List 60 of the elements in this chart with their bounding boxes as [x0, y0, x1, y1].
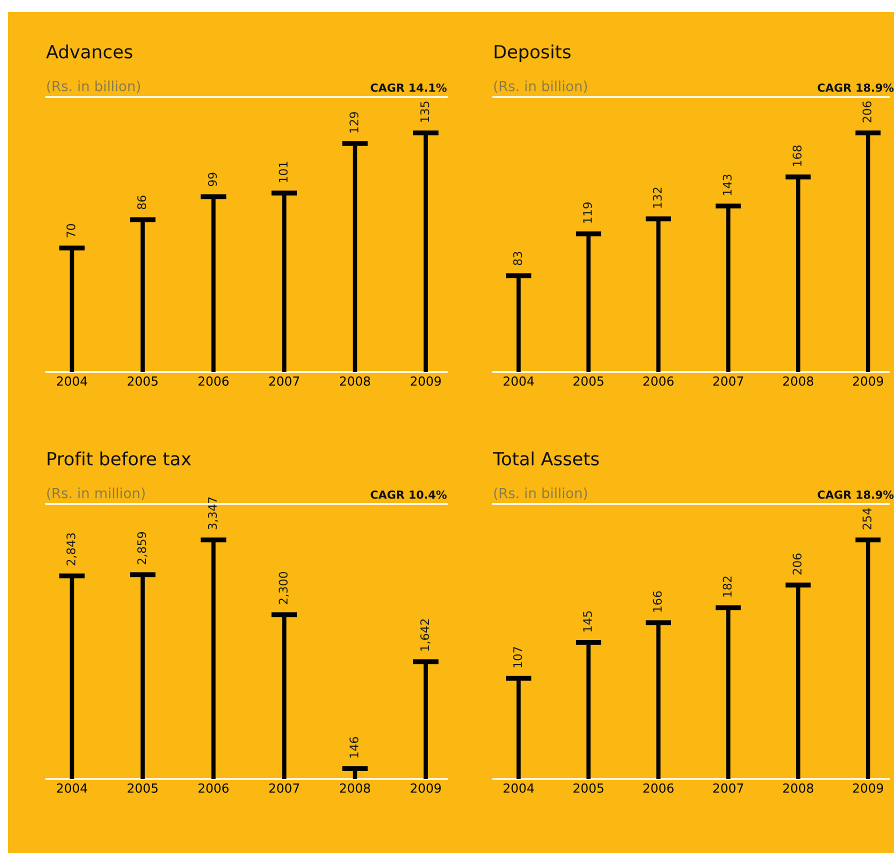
x-tick-label: 2006	[198, 376, 229, 386]
x-tick-label: 2007	[713, 376, 744, 386]
data-label: 135	[420, 102, 430, 122]
data-label: 129	[350, 112, 358, 132]
x-tick-label: 2007	[269, 376, 300, 386]
x-tick-label: 2009	[410, 783, 441, 793]
data-label: 2,859	[137, 532, 148, 564]
chart-title: Total Assets	[492, 452, 599, 466]
data-label: 86	[137, 196, 146, 210]
data-label: 145	[583, 611, 592, 632]
data-label: 146	[350, 737, 358, 758]
data-label: 254	[862, 508, 872, 530]
data-label: 166	[652, 591, 662, 612]
chart-title: Deposits	[494, 44, 571, 62]
data-label: 119	[583, 202, 592, 223]
x-tick-label: 2005	[574, 376, 604, 386]
x-tick-label: 2004	[504, 376, 534, 386]
data-label: 143	[722, 174, 732, 195]
data-label: 83	[513, 252, 522, 266]
x-tick-label: 2004	[504, 783, 534, 793]
data-label: 3,347	[208, 497, 218, 530]
text: CAGR 14.1%	[370, 83, 447, 92]
data-label: 2,300	[278, 572, 289, 604]
chart-title: Advances	[46, 44, 132, 58]
data-label: 2,843	[66, 533, 77, 566]
x-tick-label: 2009	[410, 376, 441, 386]
x-tick-label: 2008	[783, 783, 814, 793]
x-tick-label: 2007	[713, 783, 744, 793]
chart-subtitle: (Rs. in million)	[47, 488, 145, 500]
text: CAGR 18.9%	[818, 83, 894, 92]
data-label: 99	[208, 172, 217, 186]
chart-subtitle: (Rs. in billion)	[494, 488, 587, 500]
data-label: 107	[513, 647, 522, 668]
x-tick-label: 2009	[853, 783, 884, 793]
x-tick-label: 2006	[643, 376, 674, 386]
x-tick-label: 2006	[198, 783, 229, 793]
text: CAGR 10.4%	[370, 490, 447, 499]
x-tick-label: 2007	[269, 783, 300, 793]
x-tick-label: 2009	[853, 376, 884, 386]
data-label: 182	[722, 576, 732, 597]
chart-title: Profit before tax	[48, 452, 191, 466]
data-label: 168	[792, 146, 802, 166]
x-tick-label: 2008	[340, 376, 370, 386]
data-label: 206	[862, 101, 872, 122]
x-tick-label: 2005	[574, 783, 604, 793]
x-tick-label: 2008	[783, 376, 814, 386]
chart-subtitle: (Rs. in billion)	[494, 80, 587, 93]
data-label: 1,642	[420, 619, 430, 651]
chart-subtitle: (Rs. in billion)	[47, 80, 140, 93]
x-tick-label: 2006	[643, 783, 674, 793]
data-label: 70	[66, 224, 76, 238]
x-tick-label: 2005	[128, 376, 158, 386]
x-tick-label: 2008	[340, 783, 370, 793]
text: CAGR 18.9%	[818, 490, 894, 499]
data-label: 206	[792, 554, 802, 574]
data-label: 101	[278, 162, 288, 182]
data-label: 132	[652, 188, 662, 208]
x-tick-label: 2004	[56, 376, 88, 386]
x-tick-label: 2004	[56, 783, 88, 793]
x-tick-label: 2005	[128, 783, 158, 793]
